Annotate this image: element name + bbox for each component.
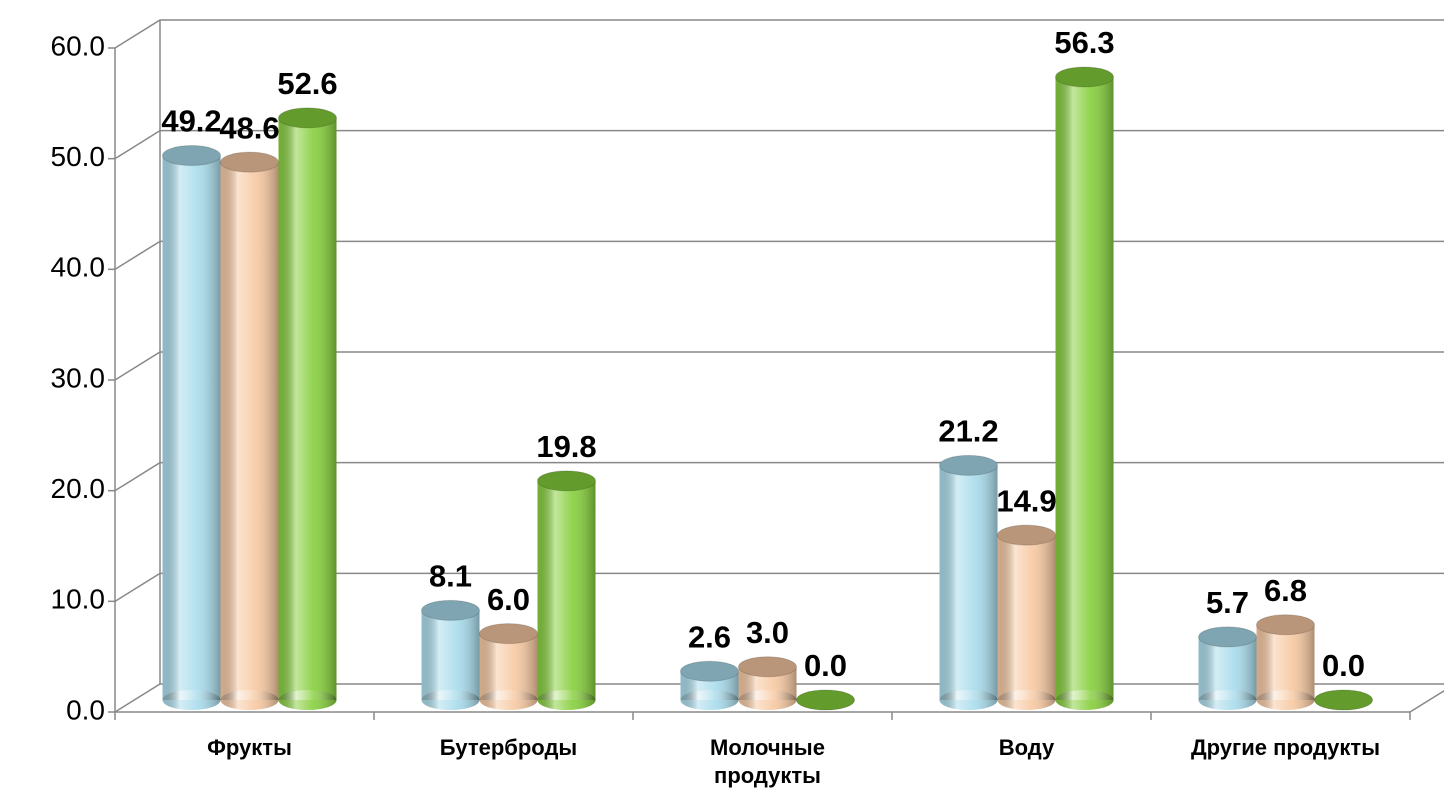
y-tick-label: 50.0 [51,141,106,172]
floor-right [1409,689,1444,713]
value-label: 49.2 [161,104,221,139]
cylinder-body-shade [1055,76,1114,701]
value-label: 3.0 [746,615,789,650]
value-label: 48.6 [219,110,279,145]
cylinder-top [1314,689,1373,711]
bar [1055,66,1114,710]
cylinder-top-shade [1198,626,1257,647]
value-label: 19.8 [536,429,596,464]
cylinder-top [939,454,998,476]
x-tick-label: Фрукты [207,735,292,760]
x-tick-label: Молочные продукты [710,735,825,788]
cylinder-body-shade [939,465,998,700]
value-label: 0.0 [804,648,847,683]
bar [537,470,596,710]
y-tick-label: 30.0 [51,362,106,393]
cylinder-top-shade [421,600,480,621]
cylinder-top-shade [278,107,337,128]
cylinder-top-shade [997,525,1056,546]
value-label: 2.6 [688,619,731,654]
cylinder-top-shade [479,623,538,644]
bar [1314,689,1373,711]
value-label: 0.0 [1322,648,1365,683]
x-tick-label: Другие продукты [1190,735,1380,760]
cylinder-top-shade [738,656,797,677]
bar [796,689,855,711]
cylinder-top [738,656,797,678]
value-label: 56.3 [1054,25,1114,60]
bar [1256,614,1315,710]
grid-line [114,19,1444,49]
y-tick-label: 40.0 [51,252,106,283]
cylinder-body-shade [162,155,221,700]
bar [479,623,538,710]
cylinder-top [1256,614,1315,636]
grid-line [114,461,1444,492]
cylinder-top-shade [1055,66,1114,87]
cylinder-top [421,599,480,621]
cylinder-body-shade [421,610,480,700]
cylinder-top [278,107,337,129]
cylinder-top [1055,66,1114,88]
value-label: 5.7 [1206,585,1249,620]
x-tick-label: Бутерброды [439,735,578,760]
cylinder-body-shade [220,162,279,700]
cylinder-body-shade [278,117,337,701]
cylinder-body-shade [537,480,596,700]
x-tick-label: Воду [998,735,1055,760]
bar [162,145,221,710]
cylinder-top-shade [939,455,998,476]
cylinder-top-shade [537,470,596,491]
cylinder-body-shade [1198,636,1257,700]
value-label: 6.8 [1264,573,1307,608]
y-tick-label: 20.0 [51,473,106,504]
cylinder-body-shade [1256,624,1315,700]
value-label: 52.6 [277,66,337,101]
value-label: 8.1 [429,559,472,594]
cylinder-top [162,145,221,167]
cylinder-top-shade [1256,614,1315,635]
bar [997,524,1056,710]
cylinder-body-shade [997,535,1056,700]
bar [421,599,480,710]
bar [278,107,337,710]
bar [939,454,998,710]
bar [1198,626,1257,710]
cylinder-body-shade [479,633,538,700]
bar [680,660,739,710]
value-label: 14.9 [996,483,1056,518]
grid-line [114,240,1444,270]
cylinder-top [537,470,596,492]
y-tick-label: 0.0 [66,694,105,725]
bar [220,151,279,710]
cylinder-top-shade [796,690,855,710]
grid-line [114,351,1444,381]
cylinder-top-shade [220,152,279,173]
y-tick-label: 10.0 [51,584,106,615]
cylinder-top [796,689,855,711]
value-label: 21.2 [938,414,998,449]
cylinder-top-shade [1314,690,1373,710]
cylinder-top-shade [680,661,739,682]
y-tick-label: 60.0 [51,30,106,61]
value-label: 6.0 [487,582,530,617]
grid-line [114,129,1444,160]
bar [738,656,797,710]
cylinder-top-shade [162,145,221,166]
